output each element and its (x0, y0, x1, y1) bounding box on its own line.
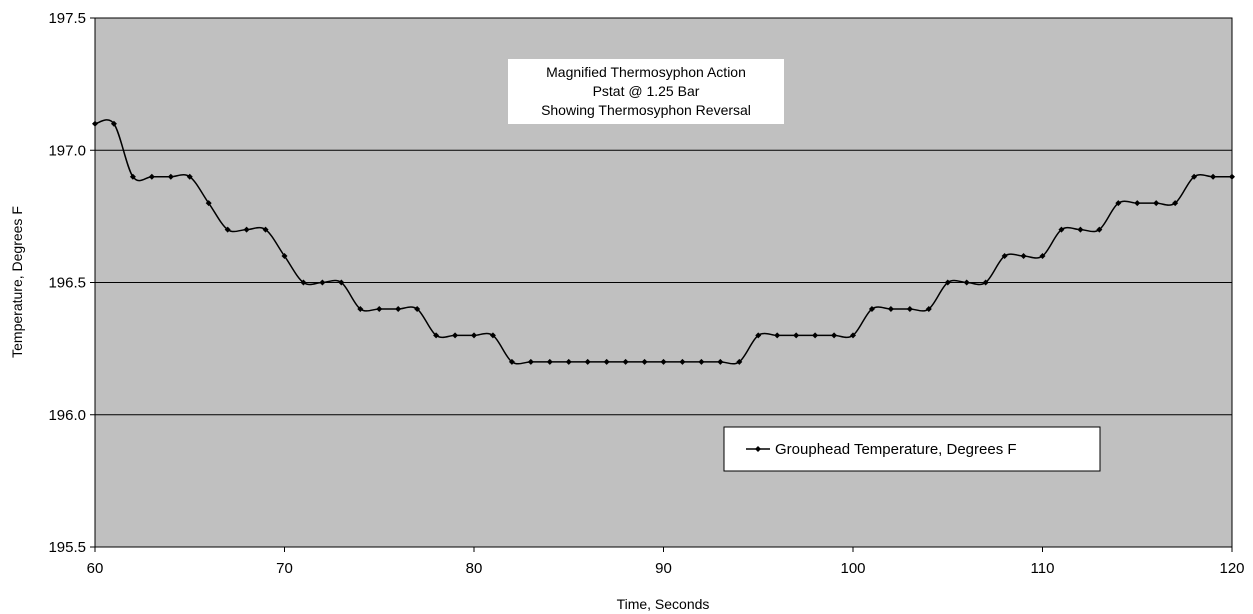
data-point (148, 173, 155, 180)
data-point (679, 358, 686, 365)
data-point (641, 358, 648, 365)
data-point (1229, 173, 1235, 180)
y-tick-label: 195.5 (48, 539, 86, 556)
data-point (357, 305, 364, 312)
data-point (281, 253, 288, 260)
legend-label: Grouphead Temperature, Degrees F (775, 441, 1017, 458)
data-point (925, 305, 932, 312)
data-point (660, 358, 667, 365)
y-tick-label: 196.5 (48, 275, 86, 292)
legend-marker-diamond (755, 446, 761, 452)
data-point (1077, 226, 1084, 233)
y-tick-label: 196.0 (48, 407, 86, 424)
data-point (1210, 173, 1217, 180)
axes (90, 17, 1233, 552)
legend-box (723, 426, 1101, 472)
chart-labels: 195.5 196.0 196.5 197.0 197.5 60 70 80 90 100 110 1… (48, 10, 1244, 577)
data-point (622, 358, 629, 365)
data-point (1096, 226, 1103, 233)
data-point (414, 305, 421, 312)
data-point (1134, 200, 1141, 207)
data-point (319, 279, 326, 286)
data-point (1039, 253, 1046, 260)
data-point (300, 279, 307, 286)
data-point (717, 358, 724, 365)
data-point (698, 358, 705, 365)
data-point (395, 305, 402, 312)
data-point (167, 173, 174, 180)
data-point (1172, 200, 1179, 207)
data-point (243, 226, 250, 233)
x-tick-label: 100 (840, 560, 865, 577)
data-point (584, 358, 591, 365)
data-point (508, 358, 515, 365)
data-point (1191, 173, 1198, 180)
data-point (471, 332, 477, 339)
x-tick-label: 120 (1219, 560, 1244, 577)
legend: Grouphead Temperature, Degrees F (723, 426, 1101, 472)
data-point (982, 279, 989, 286)
x-tick-label: 60 (87, 560, 104, 577)
data-point (812, 332, 819, 339)
data-point (338, 279, 345, 286)
data-point (755, 332, 762, 339)
data-point (527, 358, 534, 365)
annotation-box: Magnified Thermosyphon Action Pstat @ 1.… (508, 59, 784, 124)
data-point (224, 226, 231, 233)
data-point (433, 332, 440, 339)
annotation-background (508, 59, 784, 124)
data-point (1001, 253, 1008, 260)
data-point (110, 120, 117, 127)
y-tick-label: 197.0 (48, 142, 86, 159)
data-point (186, 173, 193, 180)
data-point (262, 226, 269, 233)
x-tick-label: 110 (1031, 560, 1055, 577)
annotation-line-3: Showing Thermosyphon Reversal (541, 102, 751, 118)
annotation-line-2: Pstat @ 1.25 Bar (593, 83, 700, 99)
data-point (565, 358, 572, 365)
data-point (1020, 253, 1027, 260)
data-point (452, 332, 459, 339)
y-axis-title: Temperature, Degrees F (9, 206, 25, 358)
data-point (546, 358, 553, 365)
x-tick-label: 70 (276, 560, 293, 577)
data-point (793, 332, 800, 339)
data-point (887, 305, 894, 312)
data-point (603, 358, 610, 365)
data-point (489, 332, 496, 339)
data-point (736, 358, 743, 365)
data-point (1115, 200, 1122, 207)
data-series (92, 119, 1235, 365)
x-tick-label: 90 (655, 560, 672, 577)
x-tick-label: 80 (466, 560, 483, 577)
data-point (944, 279, 951, 286)
data-point (92, 120, 98, 127)
data-point (1058, 226, 1065, 233)
grid-lines (95, 149, 1232, 416)
data-point (376, 305, 383, 312)
data-point (906, 305, 913, 312)
y-tick-label: 197.5 (48, 10, 86, 27)
data-point (868, 305, 875, 312)
data-point (205, 200, 212, 207)
data-point (963, 279, 970, 286)
data-point (831, 332, 838, 339)
annotation-line-1: Magnified Thermosyphon Action (546, 64, 746, 80)
data-point (774, 332, 781, 339)
x-axis-title: Time, Seconds (617, 596, 710, 612)
data-point (129, 173, 136, 180)
data-point (850, 332, 856, 339)
data-point (1153, 200, 1160, 207)
